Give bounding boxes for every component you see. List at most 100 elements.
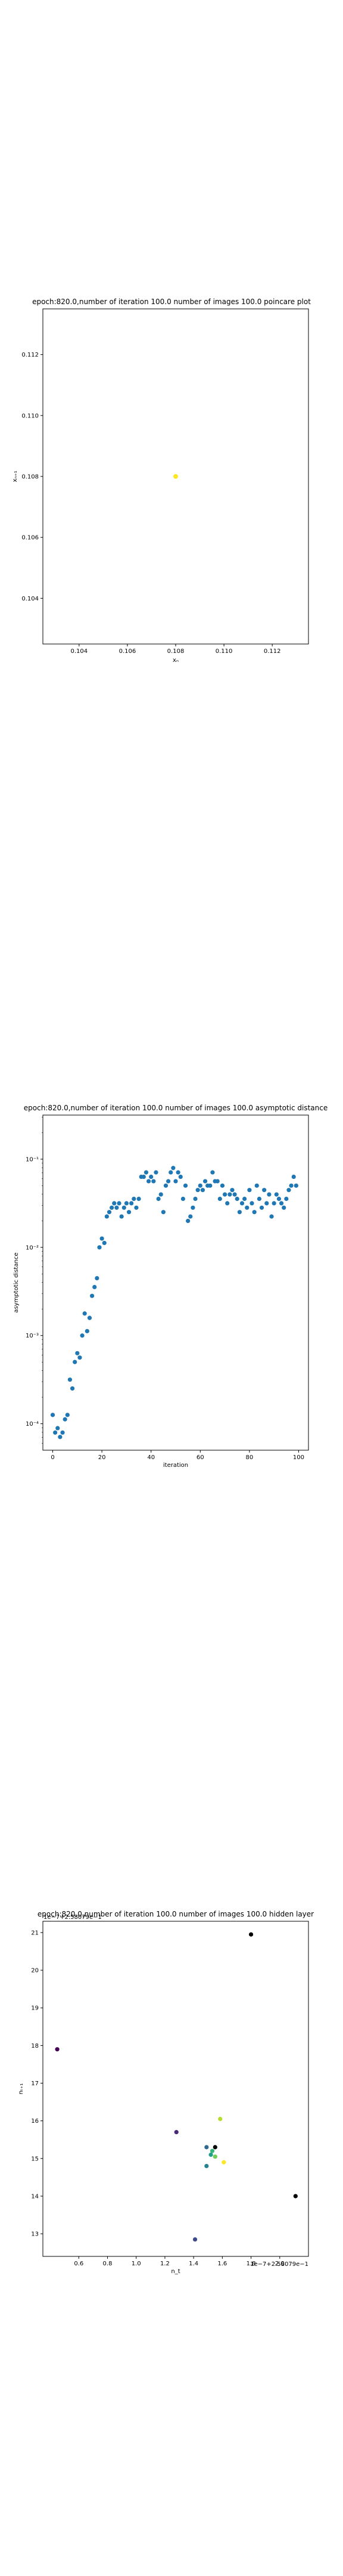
asymptotic-point xyxy=(223,1193,227,1197)
hidden-layer-point xyxy=(218,2117,222,2121)
asymptotic-point xyxy=(134,1206,138,1210)
asymptotic-point xyxy=(105,1214,109,1218)
poincare-xtick: 0.106 xyxy=(119,648,136,655)
asymptotic-point xyxy=(102,1241,107,1245)
asymptotic-point xyxy=(275,1193,279,1197)
asymptotic-point xyxy=(73,1360,77,1364)
asymptotic-point xyxy=(220,1184,224,1188)
asymptotic-point xyxy=(60,1431,64,1435)
asymptotic-point xyxy=(260,1206,264,1210)
hidden-layer-ytick: 15 xyxy=(31,2156,39,2162)
poincare-xlabel: xₙ xyxy=(173,657,179,664)
asymptotic-xtick: 40 xyxy=(147,1454,155,1461)
asymptotic-point xyxy=(264,1201,269,1205)
hidden-layer-xtick: 1.0 xyxy=(132,2261,141,2267)
asymptotic-point xyxy=(179,1175,183,1179)
asymptotic-point xyxy=(210,1171,214,1175)
poincare-ytick: 0.108 xyxy=(21,474,39,481)
asymptotic-point xyxy=(149,1175,153,1179)
asymptotic-point xyxy=(122,1206,126,1210)
poincare-xtick: 0.110 xyxy=(216,648,233,655)
asymptotic-point xyxy=(230,1188,234,1192)
hidden-layer-plot-area xyxy=(43,1921,308,2256)
hidden-layer-ytick: 21 xyxy=(31,1930,39,1936)
hidden-layer-xtick: 1.6 xyxy=(217,2261,227,2267)
asymptotic-point xyxy=(203,1179,207,1183)
asymptotic-chart: epoch:820.0,number of iteration 100.0 nu… xyxy=(13,1104,328,1469)
asymptotic-point xyxy=(292,1175,296,1179)
asymptotic-point xyxy=(114,1206,119,1210)
asymptotic-point xyxy=(117,1201,121,1205)
asymptotic-point xyxy=(201,1188,205,1192)
poincare-title: epoch:820.0,number of iteration 100.0 nu… xyxy=(32,298,311,306)
asymptotic-point xyxy=(159,1193,163,1197)
hidden-layer-ytick: 18 xyxy=(31,2043,39,2049)
hidden-layer-ytick: 17 xyxy=(31,2080,39,2087)
asymptotic-point xyxy=(164,1184,168,1188)
asymptotic-xtick: 60 xyxy=(197,1454,204,1461)
asymptotic-point xyxy=(112,1201,116,1205)
hidden-layer-ytick: 19 xyxy=(31,2005,39,2012)
asymptotic-point xyxy=(216,1179,220,1183)
asymptotic-xtick: 80 xyxy=(246,1454,254,1461)
asymptotic-point xyxy=(191,1206,195,1210)
hidden-layer-point xyxy=(55,2047,60,2051)
asymptotic-point xyxy=(129,1201,133,1205)
asymptotic-point xyxy=(120,1214,124,1218)
hidden-layer-point xyxy=(193,2237,197,2241)
asymptotic-point xyxy=(181,1197,185,1201)
poincare-xtick: 0.112 xyxy=(264,648,281,655)
hidden-layer-point xyxy=(174,2130,179,2134)
asymptotic-ytick: 10⁻³ xyxy=(26,1333,39,1339)
asymptotic-point xyxy=(286,1188,291,1192)
hidden-layer-xtick: 0.8 xyxy=(103,2261,113,2267)
asymptotic-point xyxy=(247,1188,251,1192)
poincare-points xyxy=(173,474,178,479)
hidden-layer-y-offset: 1e−7+2.58079e−1 xyxy=(43,1914,102,1921)
asymptotic-point xyxy=(169,1171,173,1175)
asymptotic-point xyxy=(63,1417,67,1422)
poincare-xtick: 0.108 xyxy=(167,648,185,655)
asymptotic-point xyxy=(173,1179,177,1183)
hidden-layer-point xyxy=(210,2149,214,2153)
asymptotic-point xyxy=(279,1201,283,1205)
asymptotic-point xyxy=(225,1201,229,1205)
hidden-layer-ylabel: nₜ₊₁ xyxy=(18,2083,24,2095)
asymptotic-point xyxy=(146,1179,151,1183)
asymptotic-point xyxy=(68,1377,72,1382)
asymptotic-point xyxy=(255,1184,259,1188)
asymptotic-point xyxy=(171,1166,175,1170)
asymptotic-point xyxy=(156,1197,160,1201)
hidden-layer-xtick: 1.2 xyxy=(160,2261,170,2267)
asymptotic-point xyxy=(53,1431,57,1435)
hidden-layer-point xyxy=(222,2160,226,2165)
asymptotic-point xyxy=(238,1210,242,1214)
asymptotic-point xyxy=(282,1206,286,1210)
asymptotic-point xyxy=(233,1193,237,1197)
asymptotic-point xyxy=(85,1329,89,1333)
asymptotic-point xyxy=(193,1197,197,1201)
asymptotic-ylabel: asymptotic distance xyxy=(13,1252,20,1312)
asymptotic-xtick: 20 xyxy=(98,1454,106,1461)
hidden-layer-ytick: 20 xyxy=(31,1968,39,1974)
poincare-ytick: 0.106 xyxy=(21,535,39,541)
asymptotic-point xyxy=(144,1171,148,1175)
hidden-layer-point xyxy=(204,2164,208,2168)
asymptotic-point xyxy=(80,1333,84,1337)
asymptotic-point xyxy=(132,1197,136,1201)
asymptotic-point xyxy=(289,1184,293,1188)
hidden-layer-xtick: 1.4 xyxy=(189,2261,198,2267)
asymptotic-point xyxy=(51,1413,55,1417)
asymptotic-point xyxy=(176,1171,180,1175)
asymptotic-point xyxy=(267,1193,271,1197)
asymptotic-point xyxy=(97,1245,101,1249)
asymptotic-point xyxy=(83,1311,87,1315)
asymptotic-point xyxy=(284,1197,288,1201)
asymptotic-point xyxy=(250,1201,254,1205)
hidden-layer-ytick: 14 xyxy=(31,2193,39,2200)
asymptotic-point xyxy=(90,1294,94,1298)
asymptotic-point xyxy=(242,1197,247,1201)
hidden-layer-point xyxy=(249,1933,253,1937)
asymptotic-point xyxy=(92,1285,96,1289)
